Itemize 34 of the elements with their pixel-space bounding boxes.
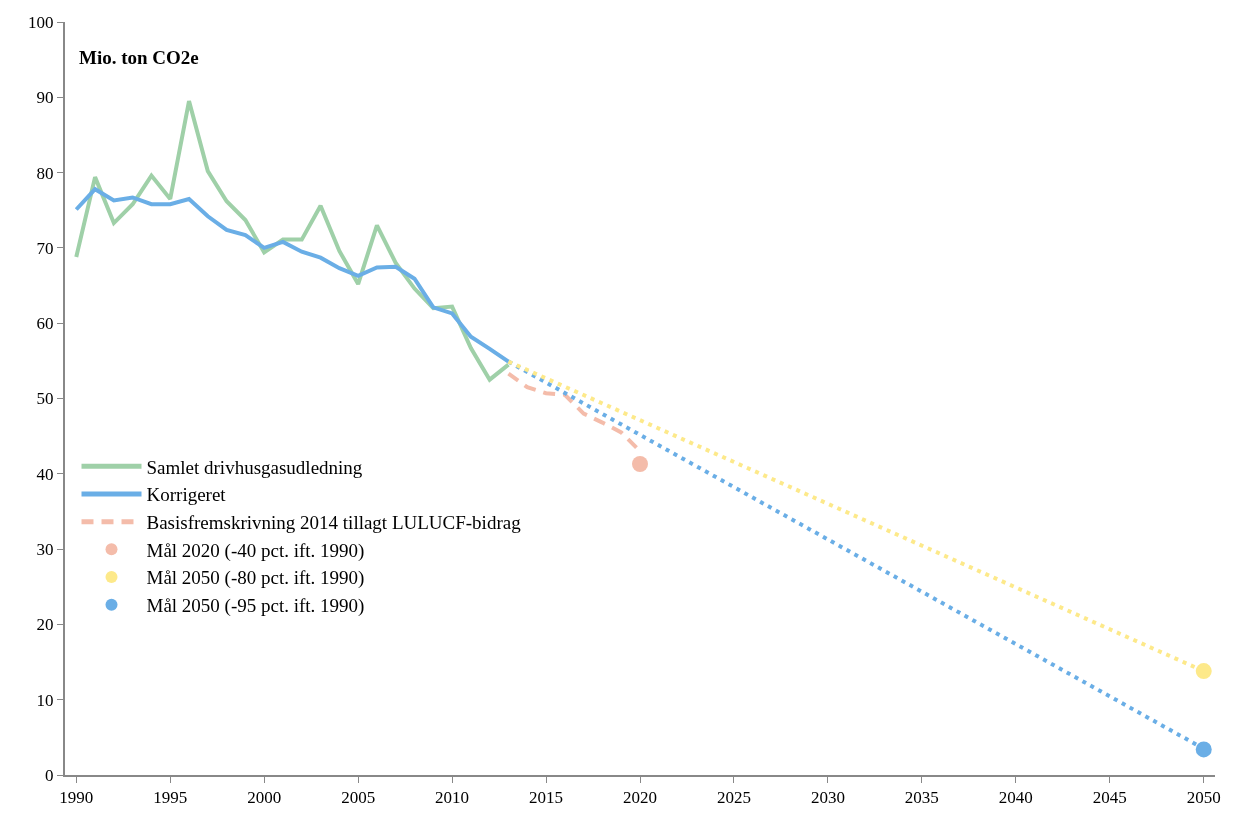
x-tick-label: 1990 bbox=[59, 788, 94, 808]
legend-label: Korrigeret bbox=[146, 484, 227, 506]
legend-label: Mål 2020 (-40 pct. ift. 1990) bbox=[146, 539, 365, 562]
point bbox=[1195, 741, 1212, 758]
legend-label: Mål 2050 (-80 pct. ift. 1990) bbox=[146, 567, 365, 590]
y-tick-label: 0 bbox=[45, 765, 54, 785]
x-tick-label: 2000 bbox=[247, 788, 282, 808]
y-tick-label: 90 bbox=[36, 88, 54, 108]
x-tick-label: 2005 bbox=[341, 788, 376, 808]
y-axis-title: Mio. ton CO2e bbox=[79, 47, 199, 68]
y-tick-label: 40 bbox=[36, 464, 54, 484]
x-tick-label: 2020 bbox=[623, 788, 657, 808]
y-tick-label: 50 bbox=[36, 389, 54, 409]
point bbox=[1195, 663, 1212, 680]
x-tick-label: 2040 bbox=[998, 788, 1033, 808]
x-tick-label: 2010 bbox=[435, 788, 470, 808]
x-tick-label: 2045 bbox=[1092, 788, 1127, 808]
legend-label: Mål 2050 (-95 pct. ift. 1990) bbox=[146, 595, 365, 618]
legend-label: Samlet drivhusgasudledning bbox=[146, 456, 363, 478]
y-tick-label: 80 bbox=[36, 163, 54, 183]
x-tick-label: 2025 bbox=[716, 788, 751, 808]
x-tick-label: 2015 bbox=[529, 788, 564, 808]
y-tick-label: 100 bbox=[28, 12, 54, 32]
legend-label: Basisfremskrivning 2014 tillagt LULUCF-bidrag bbox=[146, 512, 522, 534]
x-tick-label: 2050 bbox=[1186, 788, 1221, 808]
y-tick-label: 30 bbox=[36, 540, 54, 560]
y-tick-label: 20 bbox=[36, 615, 54, 635]
x-tick-label: 1995 bbox=[153, 788, 188, 808]
y-tick-label: 60 bbox=[36, 314, 54, 334]
x-tick-label: 2030 bbox=[810, 788, 845, 808]
point bbox=[632, 456, 648, 472]
x-tick-label: 2035 bbox=[904, 788, 939, 808]
y-tick-label: 10 bbox=[36, 690, 54, 710]
y-tick-label: 70 bbox=[36, 238, 54, 258]
